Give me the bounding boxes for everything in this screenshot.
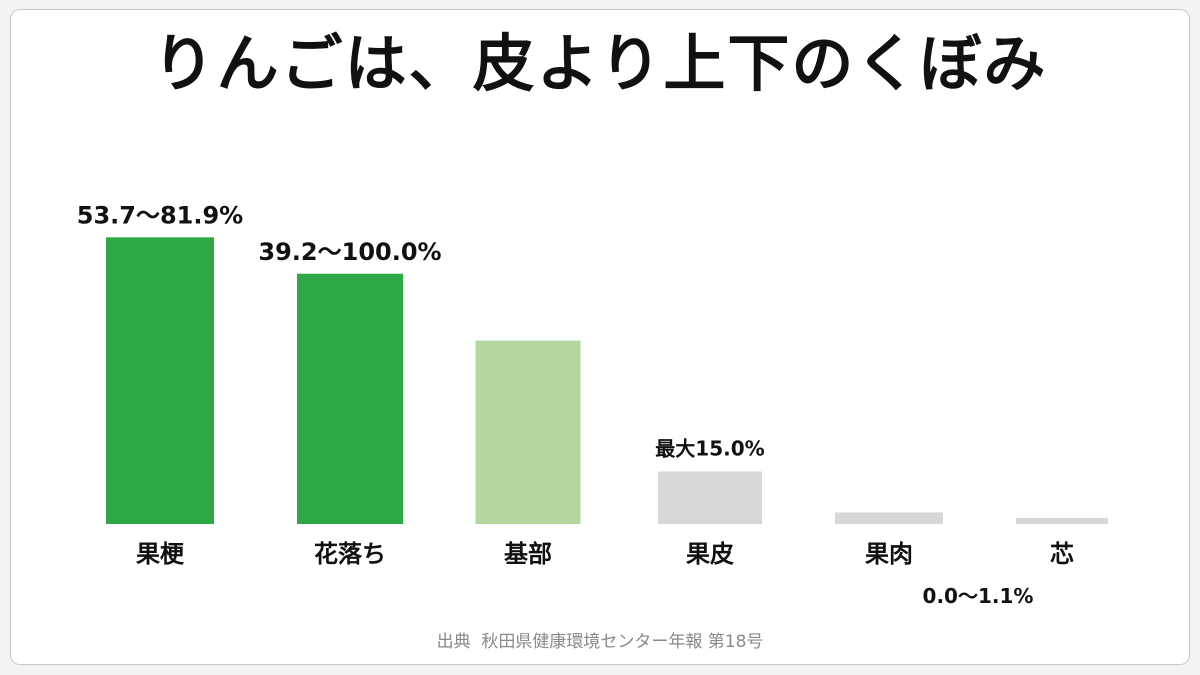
- chart-title: りんごは、皮より上下のくぼみ: [152, 27, 1048, 100]
- value-annotation-4: 0.0〜1.1%: [923, 584, 1034, 608]
- bar-2: [297, 273, 403, 524]
- category-label-4: 果皮: [686, 540, 734, 568]
- bar-6: [1016, 518, 1108, 524]
- category-label-6: 芯: [1050, 540, 1074, 568]
- bar-1: [106, 237, 214, 524]
- value-annotation-1: 53.7〜81.9%: [77, 201, 243, 229]
- category-label-1: 果梗: [136, 540, 185, 568]
- value-annotation-3: 最大15.0%: [655, 437, 764, 461]
- source-note: 出典 秋田県健康環境センター年報 第18号: [436, 632, 764, 652]
- bar-3: [475, 340, 581, 524]
- bar-4: [658, 471, 762, 524]
- category-label-2: 花落ち: [314, 540, 386, 568]
- category-label-3: 基部: [504, 540, 552, 568]
- category-label-5: 果肉: [865, 540, 913, 568]
- bar-5: [835, 512, 943, 524]
- value-annotation-2: 39.2〜100.0%: [258, 238, 441, 266]
